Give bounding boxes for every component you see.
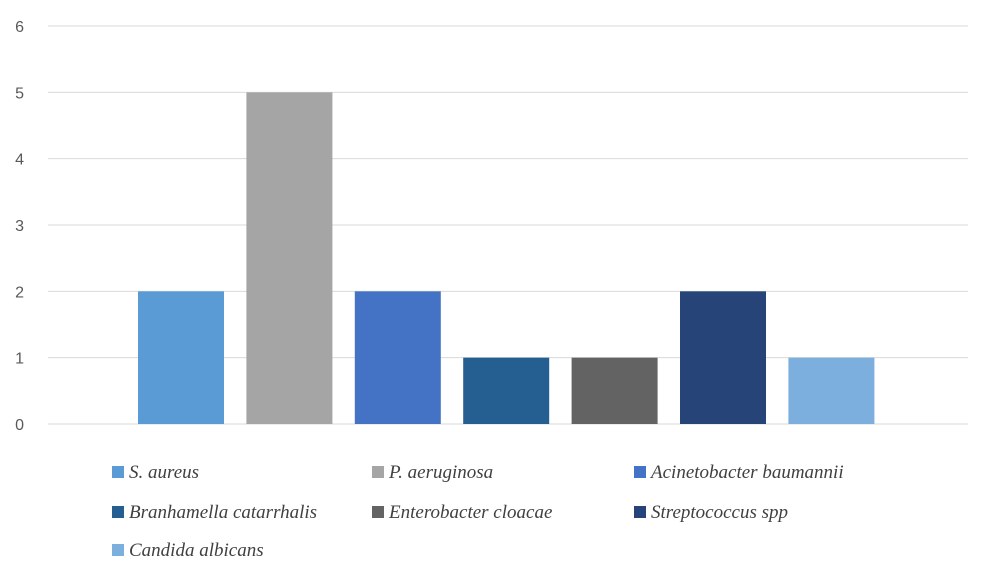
- bar-1: [246, 92, 333, 424]
- legend-label: Branhamella catarrhalis: [129, 502, 317, 523]
- legend-label: P. aeruginosa: [388, 462, 493, 483]
- legend-label: Candida albicans: [129, 540, 264, 561]
- y-tick-label: 1: [15, 351, 24, 368]
- y-axis-ticks: 0 1 2 3 4 5 6: [15, 19, 24, 434]
- legend-swatch: [372, 506, 384, 518]
- y-tick-label: 4: [15, 152, 24, 169]
- bar-0: [138, 291, 224, 424]
- legend-label: S. aureus: [129, 462, 199, 483]
- y-tick-label: 5: [15, 85, 24, 102]
- legend-label: Streptococcus spp: [651, 502, 788, 523]
- bar-4: [571, 357, 658, 424]
- legend-swatch: [634, 506, 646, 518]
- legend-swatch: [634, 466, 646, 478]
- legend-swatch: [372, 466, 384, 478]
- y-tick-label: 6: [15, 19, 24, 36]
- bar-3: [463, 357, 550, 424]
- y-tick-label: 2: [15, 284, 24, 301]
- y-tick-label: 0: [15, 417, 24, 434]
- y-tick-label: 3: [15, 218, 24, 235]
- legend-swatch: [112, 544, 124, 556]
- bar-2: [354, 291, 441, 424]
- legend-label: Acinetobacter baumannii: [649, 462, 844, 483]
- legend-swatch: [112, 466, 124, 478]
- bars: [138, 92, 875, 424]
- legend-swatch: [112, 506, 124, 518]
- bar-5: [680, 291, 766, 424]
- bar-6: [788, 357, 875, 424]
- legend-label: Enterobacter cloacae: [388, 502, 552, 523]
- legend: S. aureus P. aeruginosa Acinetobacter baum…: [112, 462, 844, 561]
